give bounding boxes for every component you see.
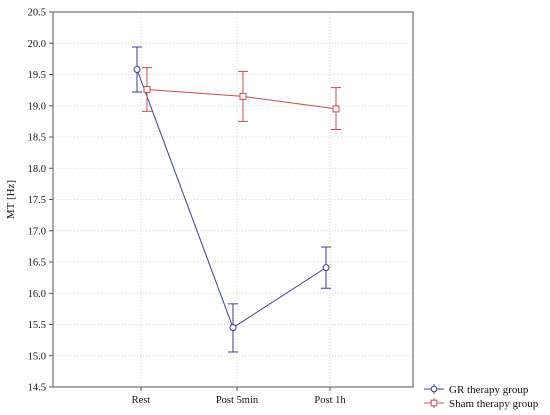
x-tick-label: Post 5min [216,395,259,406]
series-gr-therapy [132,46,331,353]
legend: GR therapy group Sham therapy group [424,384,539,410]
y-tick-label: 20.0 [28,39,46,50]
series-layer [132,46,341,353]
y-tick-label: 19.0 [28,101,46,112]
y-tick-label: 17.0 [28,226,46,237]
y-tick-label: 17.5 [28,195,46,206]
y-tick-label: 15.5 [28,320,46,331]
y-tick-label: 20.5 [28,8,46,19]
legend-label: GR therapy group [449,384,529,396]
data-point [143,86,151,93]
data-point [229,324,237,332]
y-tick-label: 16.0 [28,289,46,300]
legend-item: GR therapy group [424,384,529,396]
y-tick-label: 16.5 [28,258,46,269]
data-point [239,92,247,100]
y-tick-label: 15.0 [28,351,46,362]
y-tick-label: 14.5 [28,383,46,394]
data-point [133,66,141,73]
y-tick-label: 18.5 [28,133,46,144]
legend-item: Sham therapy group [424,398,539,410]
series-line [136,69,327,329]
data-point [322,264,330,272]
legend-marker [430,385,438,393]
x-axis: Rest Post 5min Post 1h [132,387,346,406]
legend-label: Sham therapy group [449,398,539,410]
y-axis: 14.5 15.0 15.5 16.0 16.5 17.0 17.5 18.0 18.5 19.0… [28,8,53,394]
x-tick-label: Rest [132,395,151,406]
y-tick-label: 18.0 [28,164,46,175]
y-axis-title: MT [Hz] [5,180,17,219]
x-tick-label: Post 1h [314,395,346,406]
series-sham-therapy [142,67,341,130]
legend-marker [430,399,438,407]
data-point [332,105,340,113]
y-tick-label: 19.5 [28,70,46,81]
